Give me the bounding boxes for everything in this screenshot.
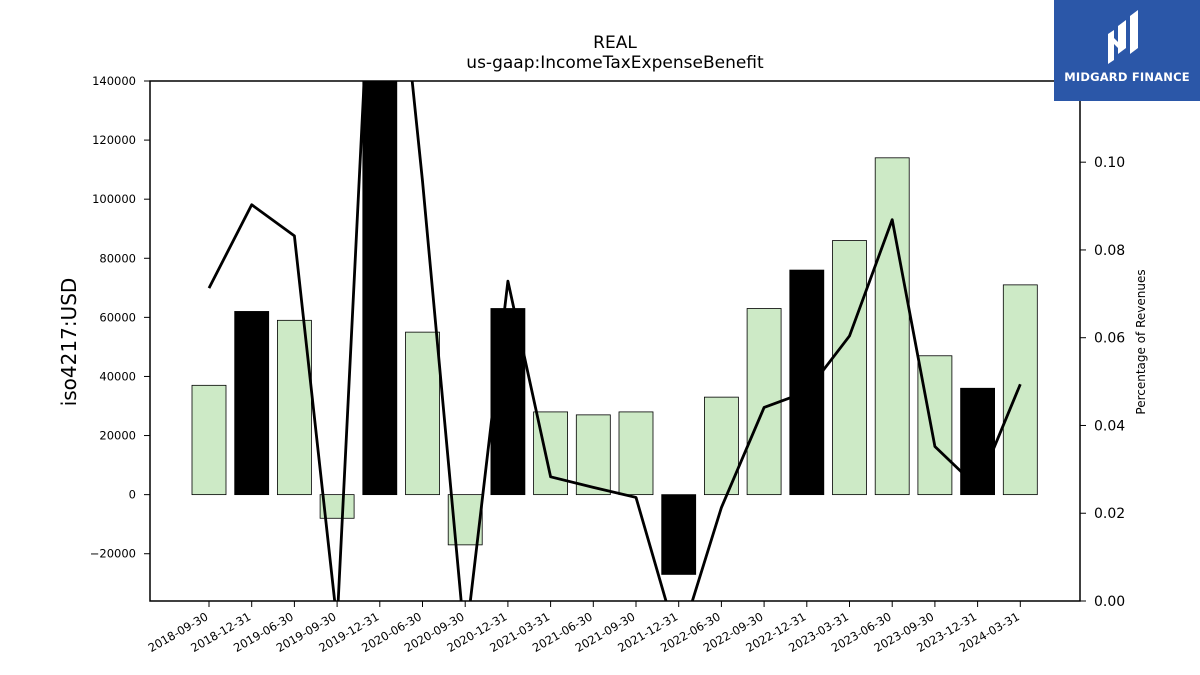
y2-tick-label: 0.02 (1094, 506, 1125, 522)
bar (191, 384, 227, 496)
bar (234, 311, 270, 496)
bar (874, 157, 910, 496)
y-tick-label: 40000 (99, 369, 136, 383)
y-axis-label: iso4217:USD (57, 278, 81, 407)
y-tick-label: 20000 (99, 429, 136, 443)
y2-axis-label: Percentage of Revenues (1134, 269, 1148, 414)
y-tick-label: 140000 (92, 74, 136, 88)
bar (405, 331, 440, 496)
y2-tick-label: 0.10 (1094, 155, 1125, 171)
y2-tick-label: 0.00 (1094, 594, 1125, 610)
brand-logo: MIDGARD FINANCE (1054, 0, 1200, 101)
y2-tick-label: 0.04 (1094, 418, 1125, 434)
y2-tick-label: 0.08 (1094, 243, 1125, 259)
bar (960, 387, 995, 496)
bar (575, 414, 611, 496)
midgard-logo-icon (1108, 10, 1138, 64)
plot-frame (149, 80, 1081, 602)
bar (1002, 284, 1038, 496)
bar (746, 308, 782, 496)
y2-tick-label: 0.06 (1094, 331, 1125, 347)
bar (832, 240, 867, 496)
bar (319, 494, 355, 519)
y-tick-label: 0 (129, 488, 136, 502)
chart-title: REAL (593, 33, 637, 53)
chart-subtitle: us-gaap:IncomeTaxExpenseBenefit (466, 53, 764, 73)
logo-text: MIDGARD FINANCE (1064, 70, 1190, 84)
y-tick-label: −20000 (90, 547, 136, 561)
bar (789, 269, 825, 496)
y-tick-label: 80000 (99, 251, 136, 265)
bar (661, 494, 697, 575)
bar (618, 411, 654, 496)
bar (362, 80, 398, 496)
y-tick-label: 100000 (92, 192, 136, 206)
ratio-line (207, 81, 1022, 601)
y-tick-label: 60000 (99, 310, 136, 324)
y-tick-label: 120000 (92, 133, 136, 147)
